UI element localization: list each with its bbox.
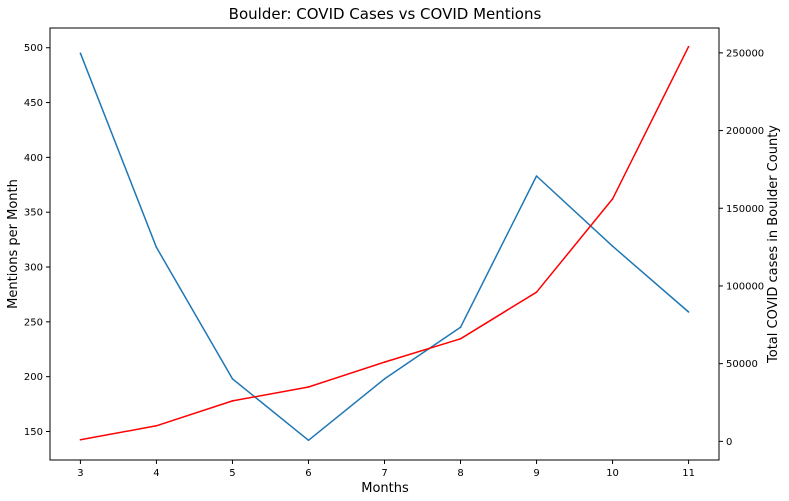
covid-mentions-point bbox=[79, 52, 82, 55]
covid-mentions-point bbox=[231, 378, 234, 380]
covid-cases-point bbox=[383, 361, 386, 363]
covid-cases-point bbox=[155, 425, 158, 427]
covid-mentions-point bbox=[687, 311, 690, 313]
x-tick-label: 5 bbox=[229, 468, 235, 479]
plot-area bbox=[49, 27, 720, 461]
x-tick-label: 11 bbox=[682, 468, 695, 479]
covid-mentions-line bbox=[79, 52, 690, 442]
left-y-tick-label: 350 bbox=[24, 208, 43, 219]
left-y-tick-label: 250 bbox=[24, 317, 43, 328]
left-y-tick-label: 450 bbox=[24, 98, 43, 109]
right-y-tick-label: 50000 bbox=[726, 359, 758, 370]
right-y-tick-label: 200000 bbox=[726, 126, 764, 137]
x-tick-label: 7 bbox=[381, 468, 387, 479]
right-y-axis-label: Total COVID cases in Boulder County bbox=[766, 125, 781, 364]
covid-cases-point bbox=[611, 198, 614, 200]
x-tick-label: 8 bbox=[457, 468, 463, 479]
left-y-axis-label: Mentions per Month bbox=[6, 179, 21, 309]
covid-cases-point bbox=[79, 438, 82, 441]
covid-mentions-point bbox=[307, 439, 310, 442]
covid-cases-point bbox=[687, 45, 690, 48]
right-y-axis-ticks: 0 50000 100000 150000 200000 250000 bbox=[719, 48, 764, 448]
covid-cases-line bbox=[80, 46, 690, 441]
left-y-tick-label: 300 bbox=[24, 263, 43, 274]
covid-cases-point bbox=[535, 291, 538, 293]
right-y-tick-label: 0 bbox=[726, 437, 732, 448]
x-tick-label: 9 bbox=[533, 468, 539, 479]
covid-mentions-point bbox=[383, 378, 386, 380]
covid-mentions-point bbox=[535, 175, 538, 177]
left-y-tick-label: 200 bbox=[24, 372, 43, 383]
covid-cases-point bbox=[231, 400, 234, 402]
x-tick-label: 10 bbox=[606, 468, 619, 479]
covid-mentions-point bbox=[611, 245, 614, 247]
covid-cases-point bbox=[459, 337, 462, 340]
chart-title: Boulder: COVID Cases vs COVID Mentions bbox=[229, 5, 542, 23]
x-axis-label: Months bbox=[361, 481, 409, 496]
x-tick-label: 6 bbox=[305, 468, 311, 479]
right-y-tick-label: 100000 bbox=[726, 281, 764, 292]
x-tick-label: 3 bbox=[77, 468, 83, 479]
covid-mentions-point bbox=[155, 246, 158, 249]
covid-cases-point bbox=[307, 386, 310, 388]
left-y-tick-label: 400 bbox=[24, 153, 43, 164]
series-layer bbox=[79, 45, 690, 442]
left-y-axis-ticks: 150 200 250 300 350 400 450 500 bbox=[24, 43, 50, 438]
right-y-tick-label: 250000 bbox=[726, 48, 764, 59]
right-y-tick-label: 150000 bbox=[726, 204, 764, 215]
x-tick-label: 4 bbox=[153, 468, 159, 479]
left-y-tick-label: 150 bbox=[24, 427, 43, 438]
covid-mentions-point bbox=[459, 326, 462, 329]
x-axis-ticks: 3 4 5 6 7 8 9 10 11 bbox=[77, 460, 695, 479]
left-y-tick-label: 500 bbox=[24, 43, 43, 54]
